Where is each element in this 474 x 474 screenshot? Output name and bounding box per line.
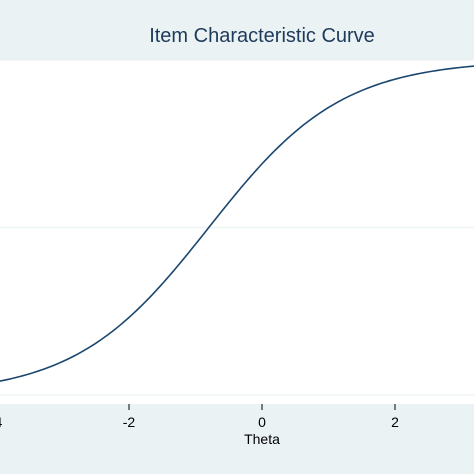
series-layer: [0, 65, 474, 382]
x-tick-label-1: -2: [123, 414, 136, 430]
title-band: [0, 14, 474, 48]
x-axis-ticks: -4 -2 0 2: [0, 404, 399, 430]
series-line-0: [0, 65, 474, 382]
x-tick-label-3: 2: [391, 414, 399, 430]
plot-area: [0, 60, 474, 404]
x-axis-title: Theta: [244, 431, 280, 447]
x-tick-label-2: 0: [258, 414, 266, 430]
chart-title: Item Characteristic Curve: [149, 25, 375, 47]
x-tick-label-0: -4: [0, 414, 2, 430]
grid-lines: [0, 59, 474, 396]
